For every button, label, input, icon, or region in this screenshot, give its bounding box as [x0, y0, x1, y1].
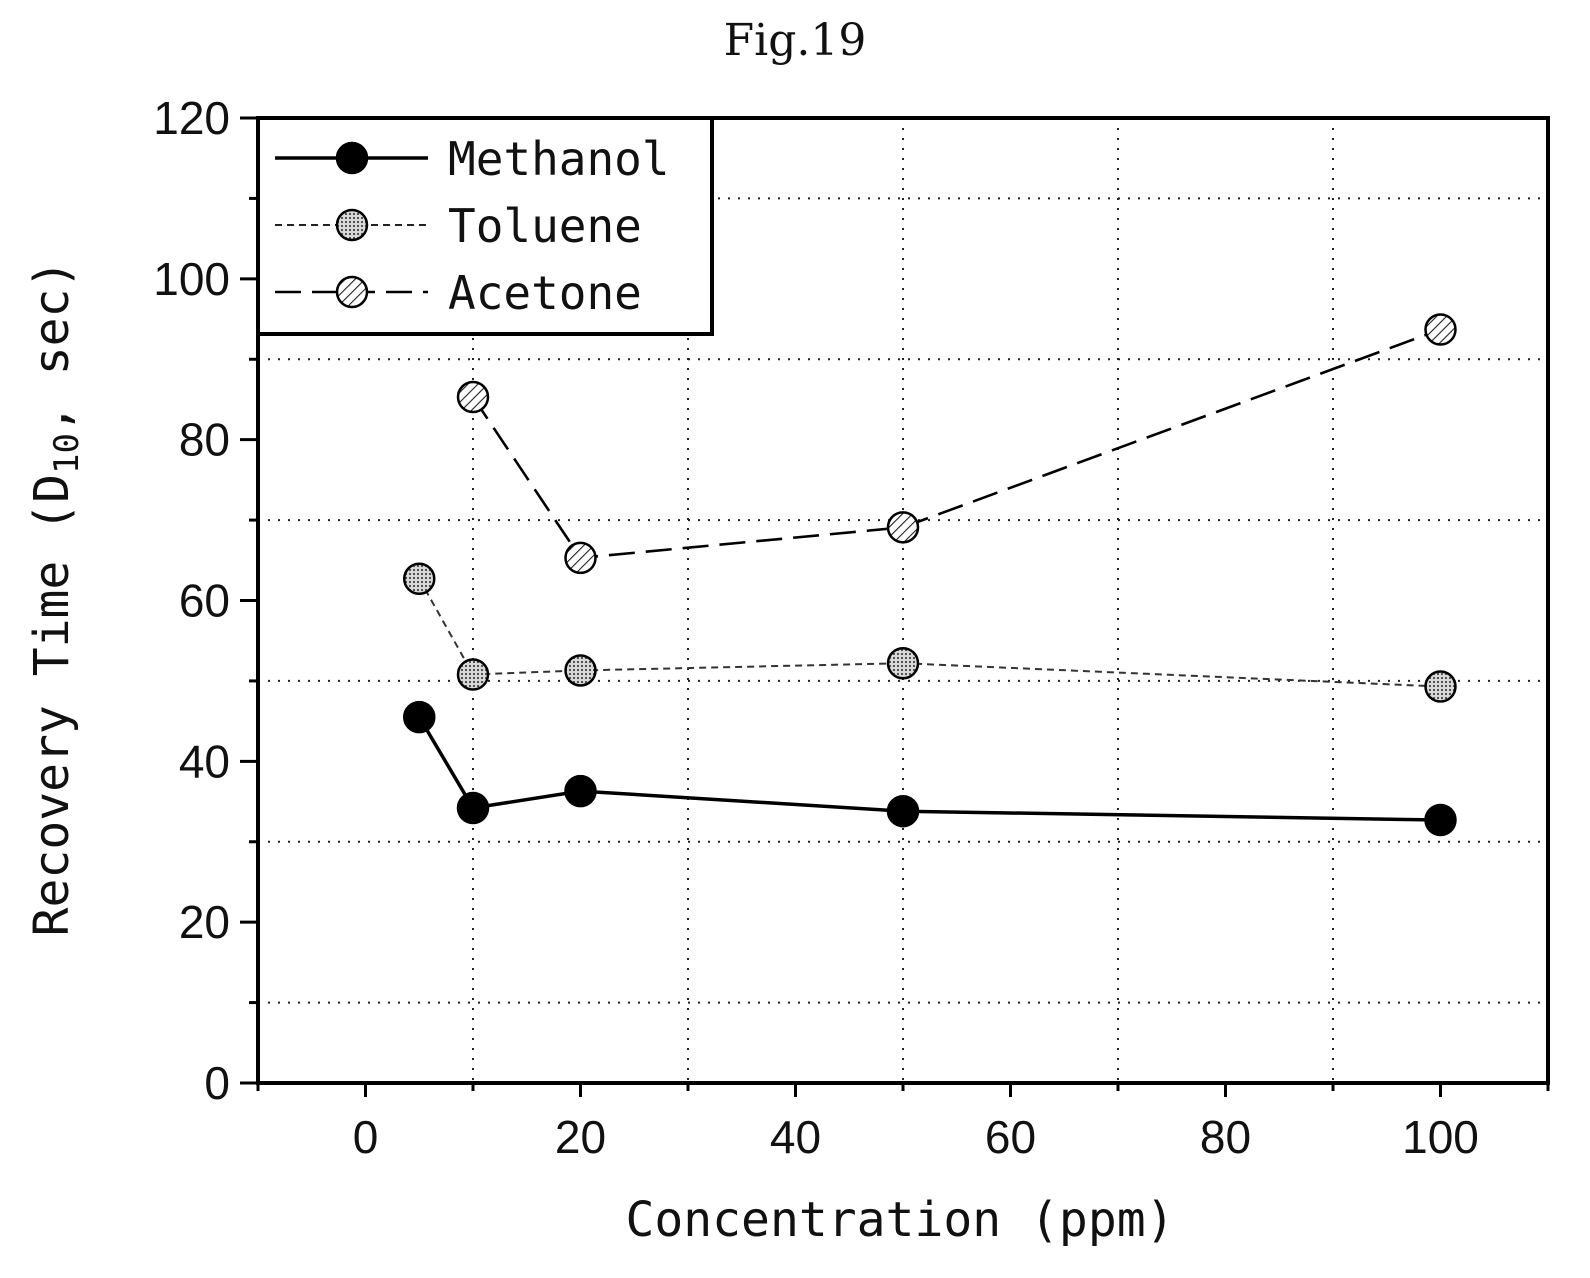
y-axis-label-end: , sec): [24, 260, 80, 433]
x-tick-label: 20: [555, 1111, 606, 1163]
data-point-toluene: [564, 654, 597, 687]
data-point-methanol: [886, 794, 920, 828]
series-line-acetone: [471, 328, 1441, 560]
data-point-methanol: [564, 774, 597, 808]
data-point-methanol: [456, 791, 490, 825]
y-axis-label-sub: 10: [47, 433, 87, 474]
data-series: [403, 313, 1457, 837]
x-tick-label: 0: [353, 1111, 379, 1163]
data-point-methanol: [403, 700, 436, 734]
y-tick-label: 40: [179, 735, 230, 787]
data-point-acetone: [886, 511, 920, 544]
y-tick-label: 100: [153, 253, 230, 305]
legend-marker-acetone: [335, 275, 369, 309]
data-point-acetone: [564, 541, 597, 575]
data-point-toluene: [886, 646, 920, 680]
x-tick-label: 80: [1200, 1111, 1251, 1163]
data-point-methanol: [1424, 803, 1457, 837]
x-tick-label: 60: [985, 1111, 1036, 1163]
figure-label: Fig.19: [724, 15, 867, 66]
y-axis-label-main: Recovery Time (D: [24, 474, 80, 936]
data-point-toluene: [456, 658, 490, 691]
y-tick-label: 0: [204, 1057, 230, 1109]
axis-ticks: 0 20 40 60 80 100 0 20 40 60 80 100 120: [153, 92, 1550, 1163]
legend-marker-toluene: [335, 208, 369, 242]
legend-label-toluene: Toluene: [448, 199, 642, 253]
y-tick-label: 60: [179, 575, 230, 627]
y-axis-label: Recovery Time (D10, sec): [24, 260, 87, 937]
plot-frame: [256, 116, 1550, 1085]
y-tick-label: 80: [179, 414, 230, 466]
legend-marker-methanol: [335, 141, 369, 175]
legend-box: [256, 116, 714, 336]
x-tick-label: 40: [770, 1111, 821, 1163]
legend-label-acetone: Acetone: [448, 266, 642, 320]
data-point-acetone: [456, 380, 490, 414]
legend-label-methanol: Methanol: [448, 132, 670, 186]
y-tick-label: 120: [153, 92, 230, 144]
data-point-toluene: [403, 562, 436, 596]
x-tick-label: 100: [1402, 1111, 1479, 1163]
legend: Methanol Toluene Acetone: [256, 116, 714, 336]
data-point-toluene: [1424, 670, 1457, 703]
x-axis-label: Concentration (ppm): [625, 1192, 1174, 1248]
y-tick-label: 20: [179, 896, 230, 948]
data-point-acetone: [1424, 313, 1457, 346]
